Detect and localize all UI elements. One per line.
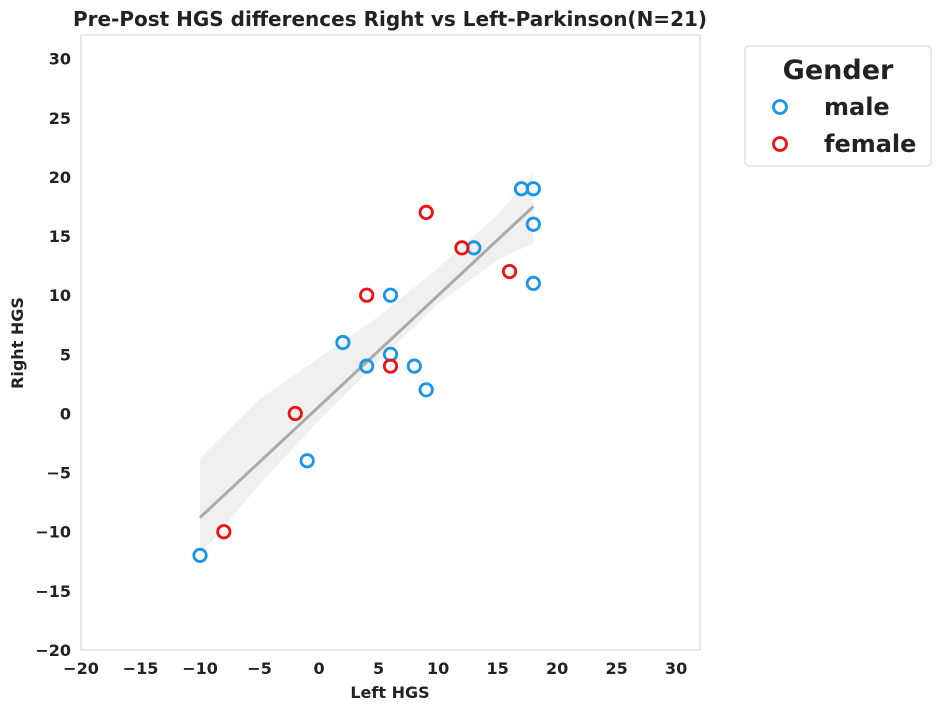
y-tick-label: 15 [49, 227, 71, 246]
x-tick-label: 5 [373, 659, 384, 678]
confidence-band-layer [200, 173, 534, 556]
data-point-female [382, 358, 399, 374]
legend-label-female: female [824, 130, 916, 158]
legend: Gender male female [744, 45, 932, 167]
data-point-female [287, 405, 303, 422]
y-tick-label: 0 [60, 404, 71, 423]
x-tick-label: 30 [665, 659, 687, 678]
x-tick-label: −10 [182, 659, 218, 678]
data-point-male [192, 547, 208, 563]
y-axis-label: Right HGS [8, 297, 27, 389]
legend-marker-female [772, 136, 788, 152]
data-point-male [525, 181, 541, 197]
data-point-male [525, 216, 541, 232]
y-tick-label: −15 [35, 582, 71, 601]
y-tick-labels: −20 −15 −10 −5 0 5 10 15 20 25 30 [35, 50, 71, 660]
x-axis-label: Left HGS [350, 683, 429, 702]
y-tick-label: −10 [35, 523, 71, 542]
y-tick-label: 25 [49, 109, 71, 128]
data-point-male [418, 382, 434, 398]
y-tick-label: −20 [35, 641, 71, 660]
x-tick-label: 25 [606, 659, 628, 678]
y-tick-label: 5 [60, 345, 71, 364]
data-point-female [418, 204, 434, 221]
data-point-male [406, 358, 422, 374]
legend-label-male: male [824, 93, 890, 121]
data-point-female [501, 263, 518, 280]
x-tick-label: −5 [247, 659, 272, 678]
data-point-male [335, 334, 351, 351]
chart-title: Pre-Post HGS differences Right vs Left-P… [73, 7, 707, 31]
data-point-female [454, 240, 470, 256]
x-tick-label: 20 [546, 659, 568, 678]
legend-title: Gender [783, 55, 894, 86]
legend-frame [744, 45, 932, 167]
y-tick-label: 30 [49, 50, 71, 69]
x-tick-label: 15 [487, 659, 509, 678]
regression-line [199, 205, 535, 519]
data-point-male [359, 358, 375, 374]
x-tick-labels: −20 −15 −10 −5 0 5 10 15 20 25 30 [63, 659, 687, 678]
data-point-male [525, 275, 541, 291]
x-tick-label: −15 [123, 659, 159, 678]
y-tick-label: 10 [49, 286, 71, 305]
x-tick-label: 10 [427, 659, 449, 678]
legend-marker-male [772, 99, 788, 115]
data-point-female [216, 524, 232, 540]
data-point-female [359, 287, 375, 303]
regression-line-layer [199, 205, 535, 519]
regression-confidence-band [200, 173, 534, 556]
y-tick-label: −5 [46, 464, 71, 483]
data-point-male [382, 287, 399, 303]
data-points-layer [192, 181, 541, 563]
data-point-male [299, 453, 315, 469]
y-tick-label: 20 [49, 168, 71, 187]
x-tick-label: 0 [314, 659, 325, 678]
x-tick-label: −20 [63, 659, 99, 678]
